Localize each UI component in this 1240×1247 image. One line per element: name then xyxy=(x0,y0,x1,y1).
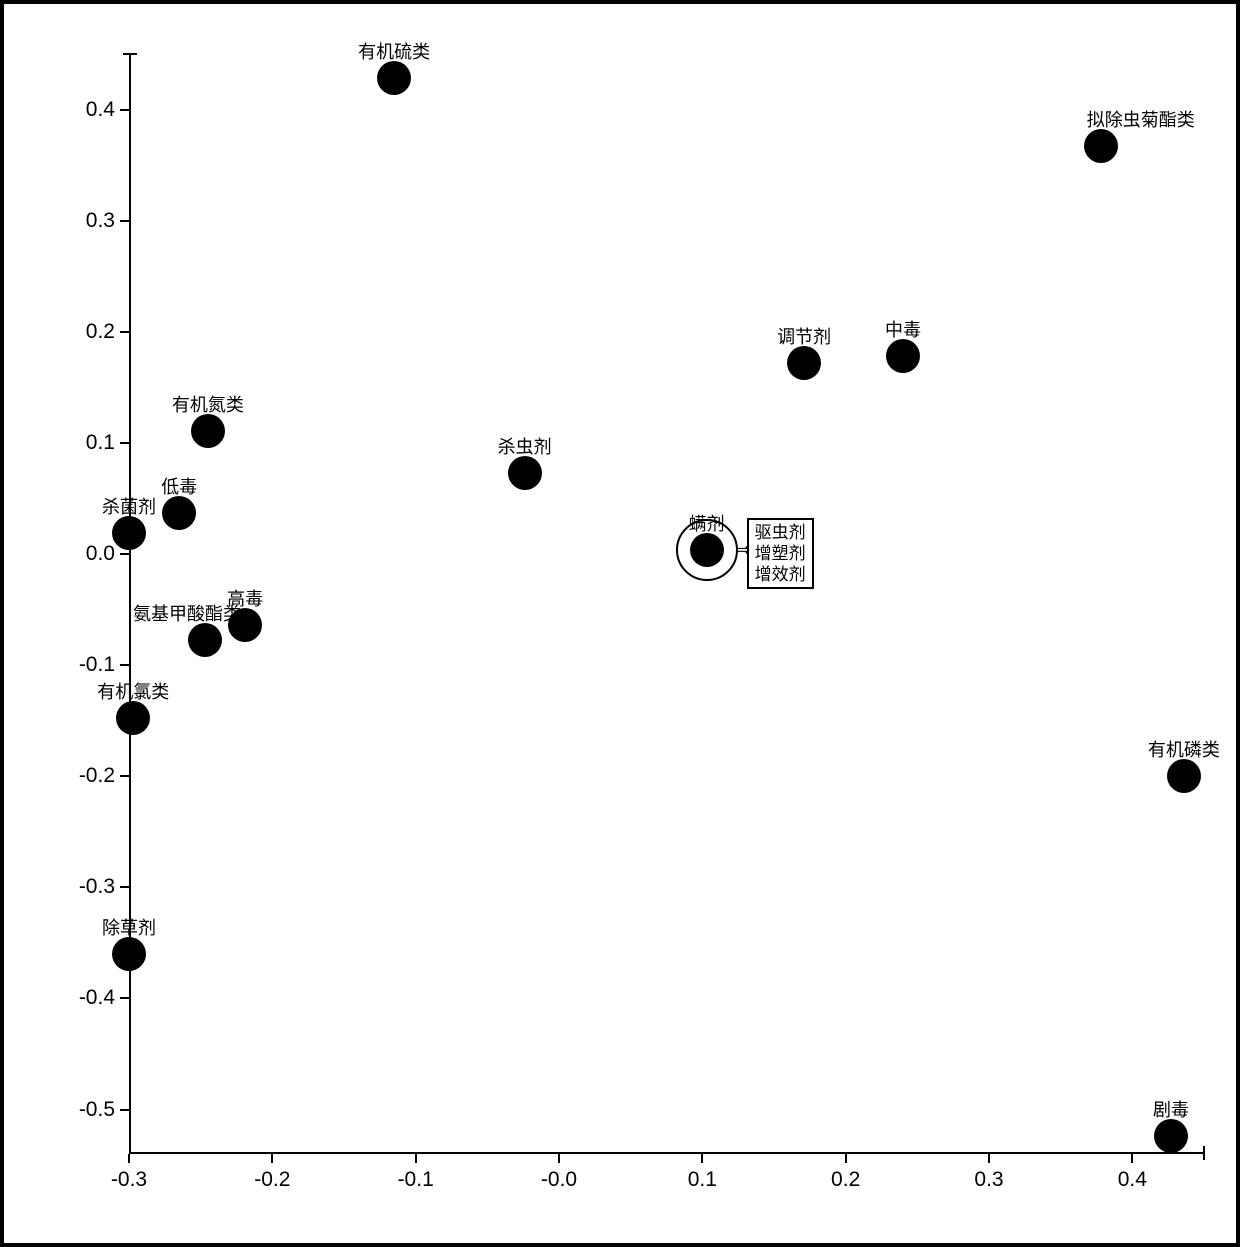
callout-box-line: 增塑剂 xyxy=(755,543,806,564)
data-point-label: 有机磷类 xyxy=(1148,741,1220,761)
x-tick-label: -0.2 xyxy=(254,1154,290,1192)
y-tick-label: -0.3 xyxy=(79,875,129,899)
data-point xyxy=(162,496,196,530)
data-point-label: 有机硫类 xyxy=(358,44,430,64)
callout-box-line: 增效剂 xyxy=(755,564,806,585)
chart-frame: -0.5-0.4-0.3-0.2-0.10.00.10.20.30.4-0.3-… xyxy=(0,0,1240,1247)
x-tick-label: 0.1 xyxy=(688,1154,717,1192)
y-tick-label: 0.1 xyxy=(86,431,129,455)
callout-box-line: 驱虫剂 xyxy=(755,522,806,543)
data-point-label: 剧毒 xyxy=(1153,1101,1189,1121)
y-tick-label: 0.4 xyxy=(86,98,129,122)
y-axis xyxy=(129,54,131,1154)
data-point xyxy=(508,456,542,490)
callout-circle xyxy=(676,519,738,581)
x-tick-label: -0.0 xyxy=(541,1154,577,1192)
data-point-label: 杀虫剂 xyxy=(498,438,552,458)
data-point xyxy=(886,339,920,373)
data-point-label: 有机氯类 xyxy=(97,684,169,704)
y-tick-label: 0.2 xyxy=(86,320,129,344)
data-point-label: 杀菌剂 xyxy=(102,498,156,518)
y-tick-label: 0.3 xyxy=(86,209,129,233)
y-tick-label: -0.5 xyxy=(79,1098,129,1122)
y-tick-label: -0.4 xyxy=(79,986,129,1010)
data-point xyxy=(1084,129,1118,163)
data-point-label: 中毒 xyxy=(885,321,921,341)
data-point-label: 氨基甲酸酯类 xyxy=(133,605,241,625)
data-point xyxy=(377,61,411,95)
data-point xyxy=(1154,1119,1188,1153)
x-axis-cap xyxy=(1203,1146,1205,1160)
data-point xyxy=(191,414,225,448)
callout-box: 驱虫剂增塑剂增效剂 xyxy=(747,518,814,590)
data-point-label: 有机氮类 xyxy=(172,396,244,416)
data-point-label: 拟除虫菊酯类 xyxy=(1087,111,1195,131)
x-tick-label: -0.3 xyxy=(111,1154,147,1192)
plot-area: -0.5-0.4-0.3-0.2-0.10.00.10.20.30.4-0.3-… xyxy=(129,54,1204,1154)
data-point xyxy=(112,937,146,971)
y-tick-label: -0.2 xyxy=(79,764,129,788)
y-tick-label: -0.1 xyxy=(79,653,129,677)
data-point-label: 低毒 xyxy=(161,478,197,498)
data-point xyxy=(1167,759,1201,793)
data-point xyxy=(116,701,150,735)
data-point-label: 调节剂 xyxy=(777,328,831,348)
x-tick-label: 0.4 xyxy=(1118,1154,1147,1192)
x-tick-label: 0.2 xyxy=(831,1154,860,1192)
x-tick-label: 0.3 xyxy=(974,1154,1003,1192)
data-point xyxy=(112,516,146,550)
x-tick-label: -0.1 xyxy=(398,1154,434,1192)
data-point-label: 除草剂 xyxy=(102,919,156,939)
y-axis-cap xyxy=(123,53,137,55)
data-point xyxy=(188,623,222,657)
data-point xyxy=(787,346,821,380)
